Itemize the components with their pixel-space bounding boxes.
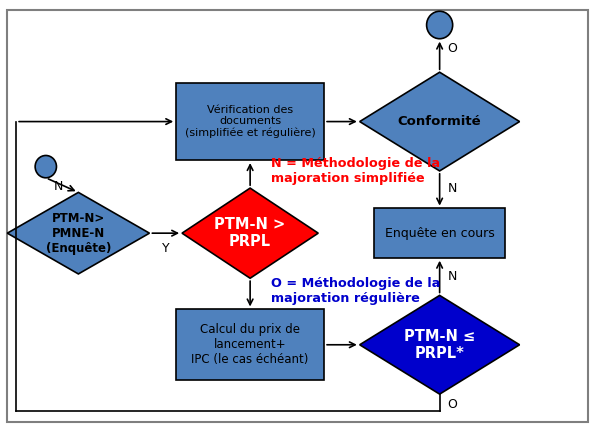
Text: N: N: [447, 181, 457, 194]
Bar: [176, 309, 324, 380]
Polygon shape: [182, 188, 318, 278]
Ellipse shape: [427, 11, 453, 39]
Text: O: O: [447, 42, 457, 55]
Text: Vérification des
documents
(simplifiée et régulière): Vérification des documents (simplifiée e…: [184, 105, 315, 139]
Polygon shape: [7, 192, 149, 274]
Polygon shape: [360, 295, 519, 394]
Text: N: N: [447, 270, 457, 283]
Bar: [176, 83, 324, 160]
Text: PTM-N>
PMNE-N
(Enquête): PTM-N> PMNE-N (Enquête): [46, 212, 111, 255]
Text: PTM-N >
PRPL: PTM-N > PRPL: [214, 217, 286, 249]
Bar: [374, 209, 505, 258]
Polygon shape: [360, 72, 519, 171]
Text: N: N: [54, 180, 63, 193]
Text: Conformité: Conformité: [398, 115, 481, 128]
Text: Y: Y: [162, 241, 170, 255]
Text: O: O: [447, 398, 457, 411]
Text: PTM-N ≤
PRPL*: PTM-N ≤ PRPL*: [404, 329, 475, 361]
Text: N = Méthodologie de la
majoration simplifiée: N = Méthodologie de la majoration simpli…: [271, 157, 440, 185]
Text: O = Méthodologie de la
majoration régulière: O = Méthodologie de la majoration réguli…: [271, 277, 440, 305]
Text: Calcul du prix de
lancement+
IPC (le cas échéant): Calcul du prix de lancement+ IPC (le cas…: [192, 323, 309, 366]
Text: Enquête en cours: Enquête en cours: [385, 227, 494, 240]
Ellipse shape: [35, 156, 57, 178]
